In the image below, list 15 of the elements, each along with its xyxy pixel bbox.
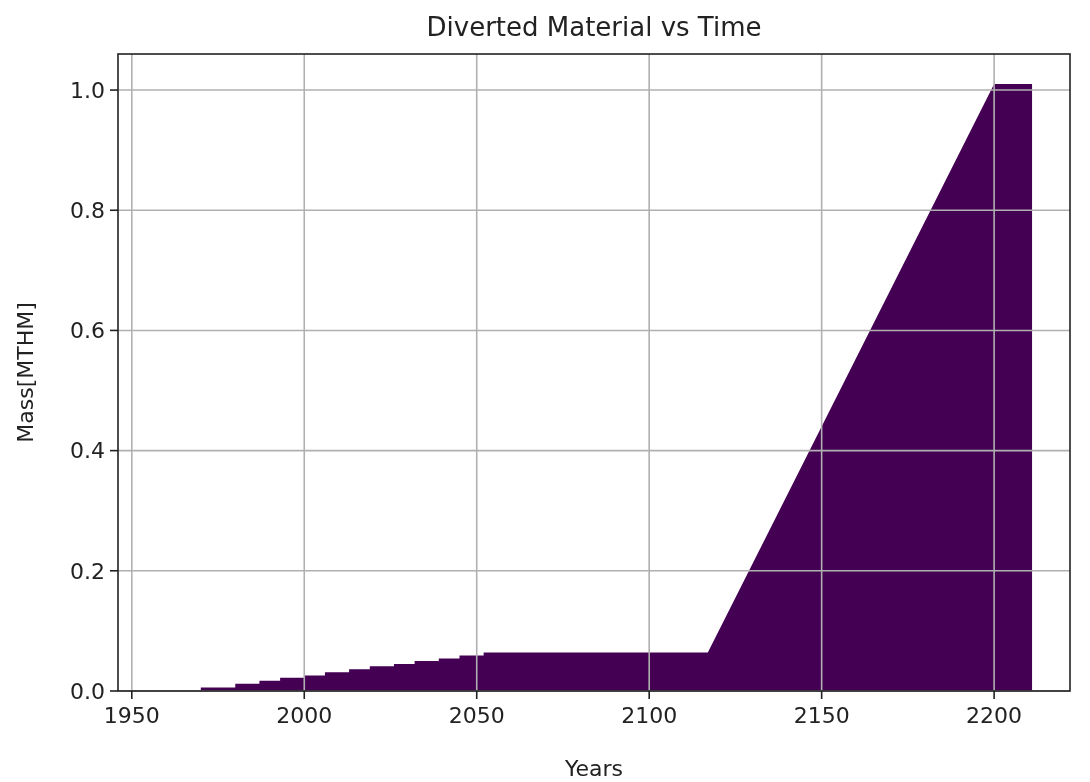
chart-title: Diverted Material vs Time <box>426 12 762 42</box>
x-tick-label: 2050 <box>448 703 505 728</box>
y-axis-title: Mass[MTHM] <box>13 302 38 443</box>
y-tick-label: 0.0 <box>70 678 105 704</box>
x-tick-label: 1950 <box>103 703 160 728</box>
x-tick-label: 2200 <box>966 703 1023 728</box>
x-tick-label: 2150 <box>793 703 850 728</box>
y-tick-label: 0.8 <box>70 197 105 223</box>
y-tick-label: 0.6 <box>70 318 105 344</box>
y-tick-label: 1.0 <box>70 77 105 103</box>
x-tick-label: 2000 <box>276 703 333 728</box>
y-tick-label: 0.2 <box>70 558 105 584</box>
y-tick-label: 0.4 <box>70 438 105 464</box>
x-tick-label: 2100 <box>621 703 678 728</box>
x-axis-title: Years <box>563 756 624 781</box>
